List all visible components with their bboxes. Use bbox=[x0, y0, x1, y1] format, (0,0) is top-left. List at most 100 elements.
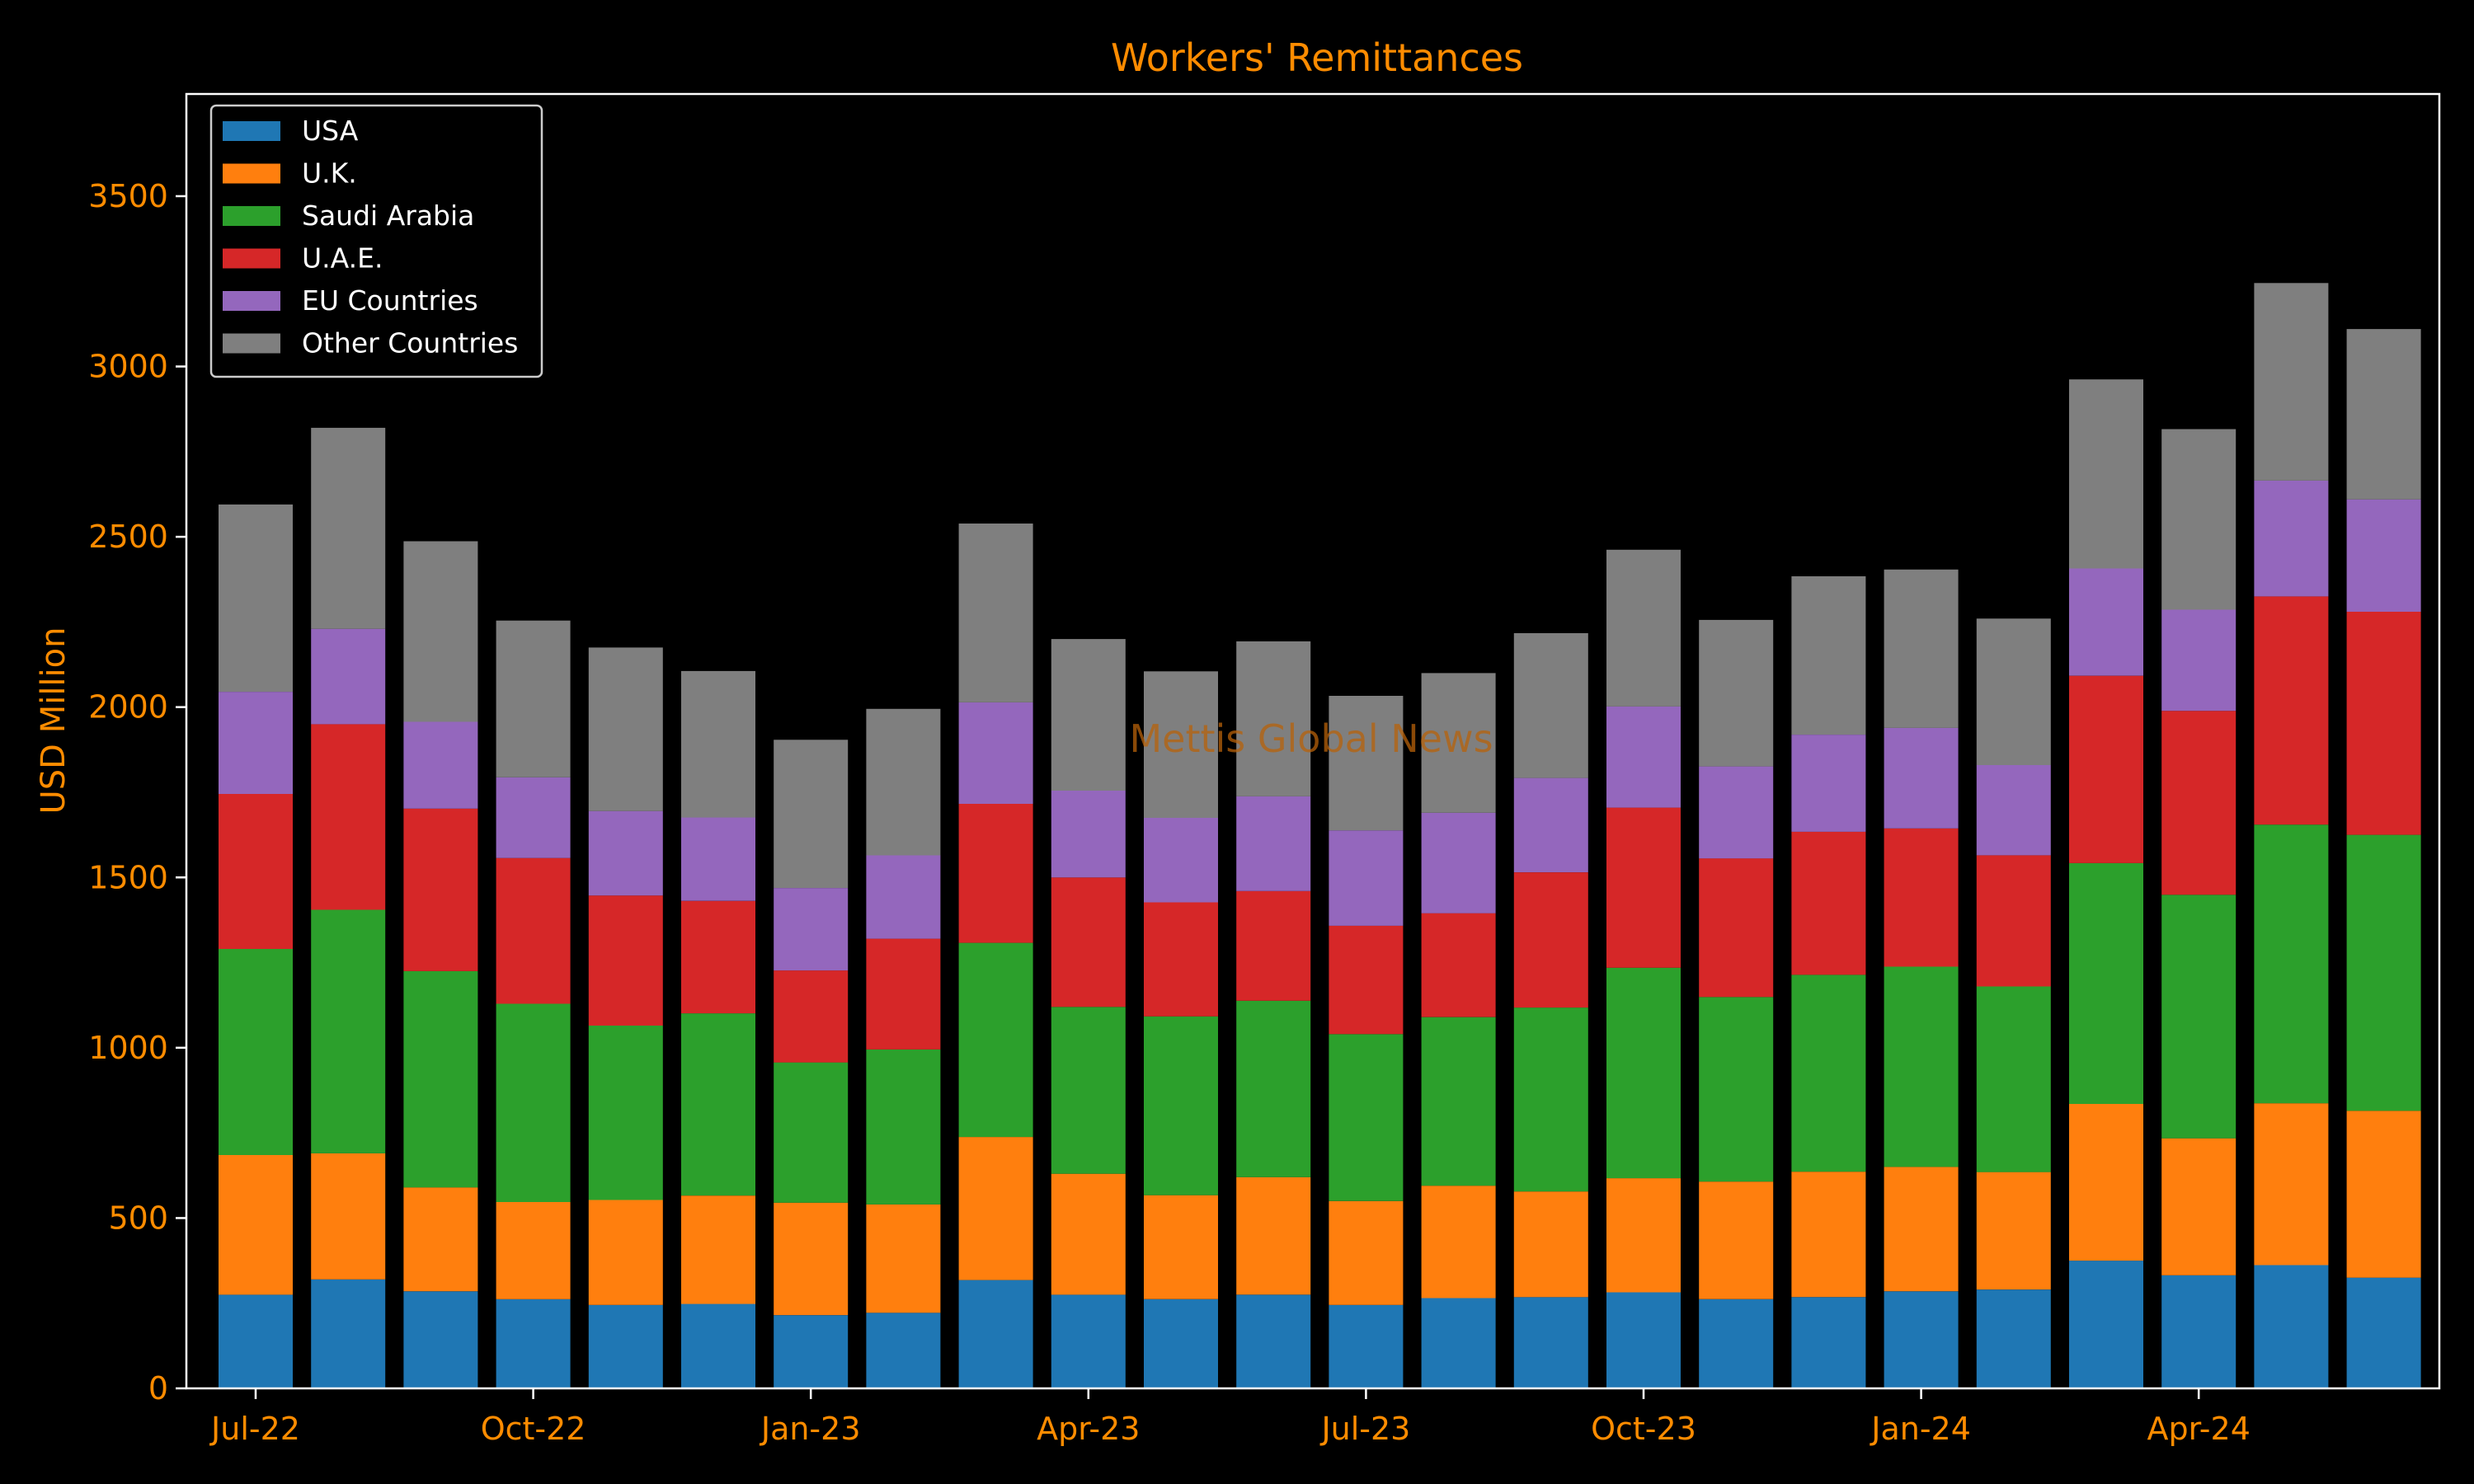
bar-aug-23-series-2 bbox=[1421, 1017, 1496, 1186]
bar-jul-23-series-3 bbox=[1329, 925, 1404, 1035]
bar-may-24-series-1 bbox=[2254, 1103, 2329, 1266]
y-tick-label: 2000 bbox=[88, 689, 168, 726]
bar-feb-23-series-1 bbox=[866, 1204, 941, 1313]
bar-may-23-series-2 bbox=[1144, 1016, 1218, 1195]
bar-sep-23-series-0 bbox=[1513, 1297, 1588, 1388]
bar-nov-23-series-4 bbox=[1699, 766, 1774, 859]
bar-oct-23-series-5 bbox=[1606, 549, 1681, 707]
bar-aug-22-series-4 bbox=[311, 628, 386, 725]
bar-aug-23-series-3 bbox=[1421, 913, 1496, 1017]
bar-may-23-series-0 bbox=[1144, 1298, 1218, 1388]
bar-nov-22-series-1 bbox=[588, 1200, 663, 1305]
bar-may-23-series-3 bbox=[1144, 902, 1218, 1017]
bar-apr-24-series-1 bbox=[2161, 1138, 2236, 1275]
bar-oct-22-series-0 bbox=[496, 1298, 571, 1388]
bar-aug-23-series-0 bbox=[1421, 1298, 1496, 1388]
legend-swatch bbox=[223, 333, 280, 354]
bar-jul-23-series-5 bbox=[1329, 696, 1404, 831]
bar-aug-22-series-3 bbox=[311, 724, 386, 910]
bar-apr-24-series-0 bbox=[2161, 1275, 2236, 1388]
bar-jan-23-series-4 bbox=[774, 888, 849, 971]
x-tick-label: Jan-24 bbox=[1870, 1411, 1971, 1447]
legend: USA U.K. Saudi Arabia U.A.E. EU Countries Oth… bbox=[209, 104, 543, 378]
x-axis: Jul-22 Oct-22 Jan-23 Apr-23 Jul-23 Oct-23 Jan-… bbox=[209, 1388, 2251, 1447]
bar-jul-22-series-0 bbox=[219, 1294, 293, 1388]
bar-feb-24-series-5 bbox=[1976, 618, 2051, 765]
x-tick-label: Apr-24 bbox=[2147, 1411, 2251, 1447]
bar-jul-23-series-2 bbox=[1329, 1034, 1404, 1201]
x-tick-label: Oct-23 bbox=[1591, 1411, 1696, 1447]
bar-oct-22-series-2 bbox=[496, 1003, 571, 1202]
bar-jun-24-series-1 bbox=[2346, 1111, 2421, 1278]
y-tick-label: 3000 bbox=[88, 349, 168, 385]
bar-jan-24-series-4 bbox=[1884, 727, 1959, 829]
bar-jun-24-series-0 bbox=[2346, 1277, 2421, 1388]
bar-mar-24-series-2 bbox=[2069, 862, 2143, 1104]
bar-sep-23-series-3 bbox=[1513, 872, 1588, 1008]
bar-mar-23-series-4 bbox=[958, 702, 1033, 804]
legend-swatch bbox=[223, 163, 280, 184]
bar-oct-23-series-3 bbox=[1606, 807, 1681, 968]
bar-sep-23-series-5 bbox=[1513, 633, 1588, 778]
bar-oct-23-series-4 bbox=[1606, 706, 1681, 808]
bar-jan-24-series-3 bbox=[1884, 828, 1959, 967]
bar-mar-23-series-5 bbox=[958, 524, 1033, 702]
bar-apr-24-series-5 bbox=[2161, 429, 2236, 610]
bar-dec-22-series-3 bbox=[681, 900, 755, 1014]
x-tick-label: Oct-22 bbox=[481, 1411, 586, 1447]
bar-feb-24-series-1 bbox=[1976, 1172, 2051, 1290]
bar-mar-24-series-5 bbox=[2069, 379, 2143, 569]
bar-feb-23-series-2 bbox=[866, 1049, 941, 1205]
bar-may-23-series-1 bbox=[1144, 1195, 1218, 1299]
bar-mar-23-series-1 bbox=[958, 1137, 1033, 1280]
bar-jun-23-series-4 bbox=[1236, 796, 1311, 891]
bar-sep-22-series-0 bbox=[403, 1291, 478, 1389]
bar-sep-23-series-1 bbox=[1513, 1191, 1588, 1298]
bar-aug-22-series-5 bbox=[311, 427, 386, 629]
bar-aug-23-series-1 bbox=[1421, 1186, 1496, 1298]
bar-sep-22-series-4 bbox=[403, 721, 478, 809]
bar-mar-23-series-3 bbox=[958, 804, 1033, 943]
y-tick-label: 0 bbox=[148, 1370, 168, 1407]
bar-jun-23-series-3 bbox=[1236, 890, 1311, 1001]
x-tick-label: Jul-23 bbox=[1319, 1411, 1410, 1447]
bar-jun-23-series-1 bbox=[1236, 1176, 1311, 1295]
bar-jun-23-series-0 bbox=[1236, 1294, 1311, 1388]
legend-box bbox=[209, 104, 543, 378]
bar-feb-23-series-3 bbox=[866, 938, 941, 1050]
bar-feb-23-series-0 bbox=[866, 1313, 941, 1388]
legend-swatch bbox=[223, 121, 280, 141]
bar-jul-23-series-1 bbox=[1329, 1200, 1404, 1305]
bar-oct-23-series-1 bbox=[1606, 1178, 1681, 1293]
bar-jul-22-series-4 bbox=[219, 692, 293, 794]
bar-jul-22-series-2 bbox=[219, 949, 293, 1155]
bar-may-24-series-5 bbox=[2254, 283, 2329, 481]
bar-nov-22-series-0 bbox=[588, 1304, 663, 1388]
bar-mar-24-series-0 bbox=[2069, 1261, 2143, 1388]
legend-label: EU Countries bbox=[302, 284, 478, 317]
bar-sep-22-series-1 bbox=[403, 1187, 478, 1292]
bar-nov-22-series-3 bbox=[588, 895, 663, 1026]
bar-aug-22-series-0 bbox=[311, 1279, 386, 1388]
y-tick-label: 1500 bbox=[88, 859, 168, 895]
bar-jun-24-series-5 bbox=[2346, 329, 2421, 500]
bar-dec-23-series-0 bbox=[1791, 1297, 1866, 1388]
bar-jul-23-series-4 bbox=[1329, 830, 1404, 926]
bar-apr-23-series-2 bbox=[1051, 1007, 1126, 1174]
bar-may-24-series-3 bbox=[2254, 596, 2329, 825]
bar-dec-22-series-5 bbox=[681, 670, 755, 818]
bar-aug-22-series-2 bbox=[311, 909, 386, 1153]
bar-mar-24-series-1 bbox=[2069, 1104, 2143, 1261]
chart-title: Workers' Remittances bbox=[1111, 35, 1523, 80]
bar-sep-23-series-2 bbox=[1513, 1007, 1588, 1192]
bar-jun-23-series-5 bbox=[1236, 641, 1311, 796]
bar-oct-22-series-4 bbox=[496, 777, 571, 858]
bar-oct-23-series-0 bbox=[1606, 1292, 1681, 1388]
bar-may-24-series-2 bbox=[2254, 824, 2329, 1104]
bar-dec-22-series-0 bbox=[681, 1303, 755, 1388]
bar-jan-23-series-0 bbox=[774, 1315, 849, 1388]
bar-apr-23-series-1 bbox=[1051, 1173, 1126, 1295]
bar-oct-23-series-2 bbox=[1606, 967, 1681, 1179]
bar-jan-24-series-0 bbox=[1884, 1291, 1959, 1389]
bar-jan-23-series-3 bbox=[774, 970, 849, 1063]
